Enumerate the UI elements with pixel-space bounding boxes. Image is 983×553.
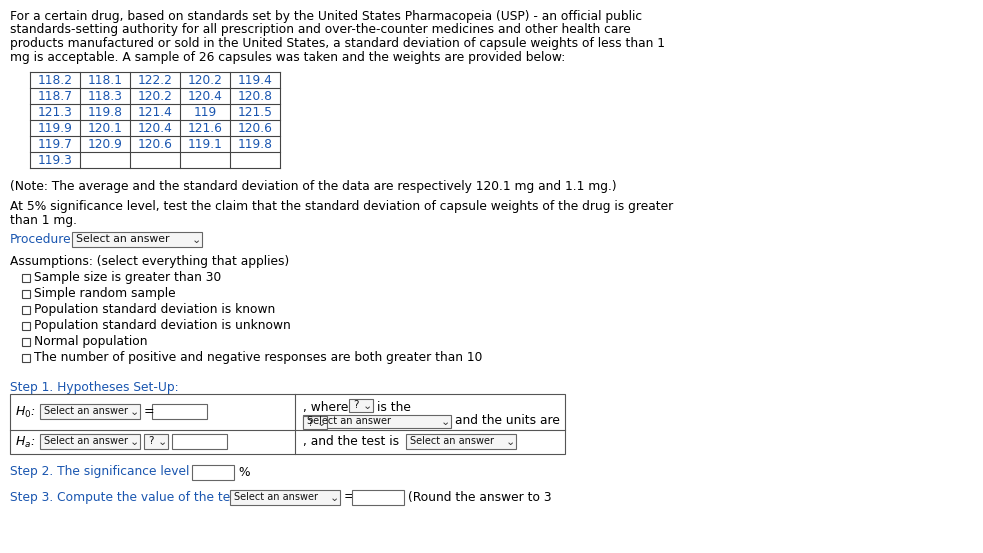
Text: ⌄: ⌄: [130, 437, 140, 447]
Text: ⌄: ⌄: [158, 437, 167, 447]
Text: 121.6: 121.6: [188, 122, 222, 134]
Text: products manufactured or sold in the United States, a standard deviation of caps: products manufactured or sold in the Uni…: [10, 37, 665, 50]
Bar: [172, 434, 227, 449]
Text: Select an answer: Select an answer: [44, 436, 128, 446]
Text: Select an answer: Select an answer: [410, 436, 494, 446]
Text: 119.1: 119.1: [188, 138, 222, 150]
Text: For a certain drug, based on standards set by the United States Pharmacopeia (US: For a certain drug, based on standards s…: [10, 10, 642, 23]
Text: , where: , where: [303, 401, 348, 414]
Bar: [22, 274, 30, 282]
Text: Step 2. The significance level α =: Step 2. The significance level α =: [10, 466, 215, 478]
Text: Select an answer: Select an answer: [234, 493, 318, 503]
Text: 120.8: 120.8: [238, 90, 272, 102]
Text: 122.2: 122.2: [138, 74, 172, 86]
Text: 118.1: 118.1: [87, 74, 123, 86]
Text: , and the test is: , and the test is: [303, 436, 399, 448]
Bar: [303, 415, 451, 428]
Text: standards-setting authority for all prescription and over-the-counter medicines : standards-setting authority for all pres…: [10, 23, 631, 36]
Bar: [72, 232, 202, 247]
Bar: [22, 322, 30, 330]
Text: mg is acceptable. A sample of 26 capsules was taken and the weights are provided: mg is acceptable. A sample of 26 capsule…: [10, 50, 565, 64]
Text: ⌄: ⌄: [330, 493, 339, 503]
Text: ?: ?: [148, 436, 153, 446]
Text: %: %: [238, 466, 250, 478]
Bar: [40, 434, 140, 449]
Text: Population standard deviation is known: Population standard deviation is known: [34, 304, 275, 316]
Text: ⌄: ⌄: [441, 417, 450, 427]
Text: $H_a$:: $H_a$:: [15, 435, 35, 450]
Text: 120.6: 120.6: [238, 122, 272, 134]
Text: Select an answer: Select an answer: [76, 234, 169, 244]
Text: 118.7: 118.7: [37, 90, 73, 102]
Bar: [192, 465, 234, 480]
Bar: [352, 490, 404, 505]
Text: Step 1. Hypotheses Set-Up:: Step 1. Hypotheses Set-Up:: [10, 381, 179, 394]
Text: 121.3: 121.3: [37, 106, 73, 118]
Bar: [349, 399, 373, 412]
Text: 121.4: 121.4: [138, 106, 172, 118]
Text: 120.1: 120.1: [87, 122, 123, 134]
Text: 120.9: 120.9: [87, 138, 123, 150]
Text: 119.8: 119.8: [87, 106, 123, 118]
Text: Procedure:: Procedure:: [10, 233, 76, 246]
Text: 120.4: 120.4: [188, 90, 222, 102]
Bar: [406, 434, 516, 449]
Text: ?: ?: [307, 418, 313, 427]
Text: ⌄: ⌄: [363, 401, 373, 411]
Bar: [152, 404, 207, 419]
Text: ?: ?: [353, 400, 359, 410]
Text: 118.2: 118.2: [37, 74, 73, 86]
Bar: [303, 416, 327, 429]
Text: ⌄: ⌄: [192, 235, 202, 245]
Bar: [22, 354, 30, 362]
Text: than 1 mg.: than 1 mg.: [10, 214, 77, 227]
Text: 119.7: 119.7: [37, 138, 73, 150]
Text: 120.6: 120.6: [138, 138, 172, 150]
Text: 119: 119: [194, 106, 216, 118]
Text: ⌄: ⌄: [317, 418, 326, 428]
Bar: [22, 306, 30, 314]
Text: ⌄: ⌄: [506, 437, 515, 447]
Bar: [10, 394, 565, 454]
Text: Assumptions: (select everything that applies): Assumptions: (select everything that app…: [10, 255, 289, 268]
Text: 119.8: 119.8: [238, 138, 272, 150]
Text: (Round the answer to 3: (Round the answer to 3: [408, 491, 551, 503]
Bar: [22, 338, 30, 346]
Bar: [22, 290, 30, 298]
Text: 119.9: 119.9: [37, 122, 73, 134]
Text: ⌄: ⌄: [130, 407, 140, 417]
Text: 121.5: 121.5: [238, 106, 272, 118]
Text: (Note: The average and the standard deviation of the data are respectively 120.1: (Note: The average and the standard devi…: [10, 180, 616, 193]
Text: =: =: [344, 491, 355, 503]
Text: $H_0$:: $H_0$:: [15, 404, 35, 420]
Text: Simple random sample: Simple random sample: [34, 288, 176, 300]
Bar: [40, 404, 140, 419]
Text: =: =: [144, 405, 154, 419]
Text: 118.3: 118.3: [87, 90, 123, 102]
Text: Population standard deviation is unknown: Population standard deviation is unknown: [34, 320, 291, 332]
Text: At 5% significance level, test the claim that the standard deviation of capsule : At 5% significance level, test the claim…: [10, 200, 673, 213]
Text: Select an answer: Select an answer: [44, 406, 128, 416]
Text: 120.2: 120.2: [138, 90, 172, 102]
Text: Step 3. Compute the value of the test statistic:: Step 3. Compute the value of the test st…: [10, 491, 298, 503]
Bar: [144, 434, 168, 449]
Text: 120.4: 120.4: [138, 122, 172, 134]
Text: Sample size is greater than 30: Sample size is greater than 30: [34, 272, 221, 284]
Text: is the: is the: [377, 401, 411, 414]
Bar: [230, 490, 340, 505]
Text: Select an answer: Select an answer: [307, 416, 391, 426]
Text: Normal population: Normal population: [34, 336, 147, 348]
Text: 119.3: 119.3: [37, 154, 73, 166]
Text: The number of positive and negative responses are both greater than 10: The number of positive and negative resp…: [34, 352, 483, 364]
Text: 119.4: 119.4: [238, 74, 272, 86]
Text: and the units are: and the units are: [455, 415, 560, 427]
Text: 120.2: 120.2: [188, 74, 222, 86]
